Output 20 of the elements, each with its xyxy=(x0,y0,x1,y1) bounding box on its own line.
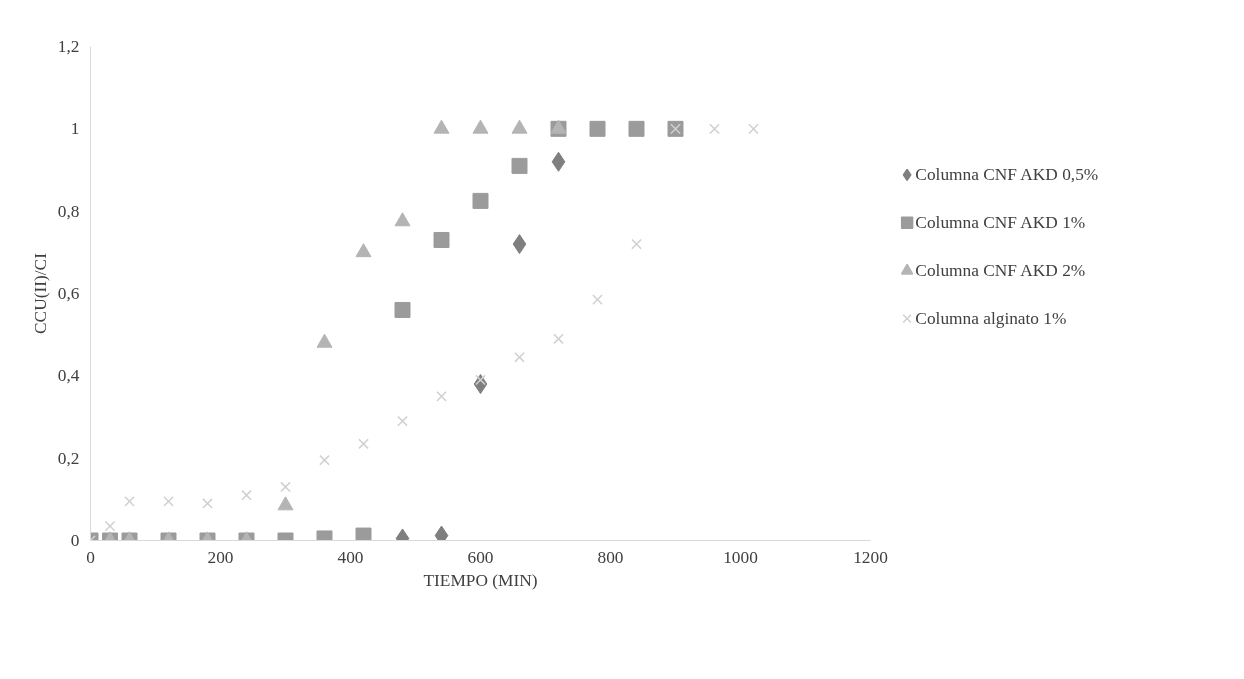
legend-label: Columna CNF AKD 2% xyxy=(915,261,1086,281)
x-tick-label: 0 xyxy=(86,547,95,567)
y-tick-label: 0 xyxy=(70,531,80,550)
y-tick-label: 0,2 xyxy=(57,448,80,468)
x-tick-label: 800 xyxy=(597,547,624,567)
legend-label: Columna CNF AKD 1% xyxy=(915,213,1086,233)
y-tick-label: 0,6 xyxy=(57,284,80,303)
y-tick-label: 0,8 xyxy=(57,201,80,221)
x-tick-label: 1000 xyxy=(723,547,758,567)
x-tick-label: 600 xyxy=(467,547,494,567)
x-tick-label: 1200 xyxy=(853,547,888,567)
y-tick-label: 1,2 xyxy=(57,37,80,56)
x-tick-label: 400 xyxy=(337,547,364,567)
legend-label: Columna CNF AKD 0,5% xyxy=(915,165,1099,185)
legend-label: Columna alginato 1% xyxy=(915,309,1067,329)
y-tick-label: 0,4 xyxy=(57,366,80,386)
y-axis-title: CCU(II)/CI xyxy=(30,252,50,334)
y-tick-label: 1 xyxy=(70,119,80,139)
x-axis-title: TIEMPO (MIN) xyxy=(423,570,538,590)
x-tick-label: 200 xyxy=(207,547,234,567)
